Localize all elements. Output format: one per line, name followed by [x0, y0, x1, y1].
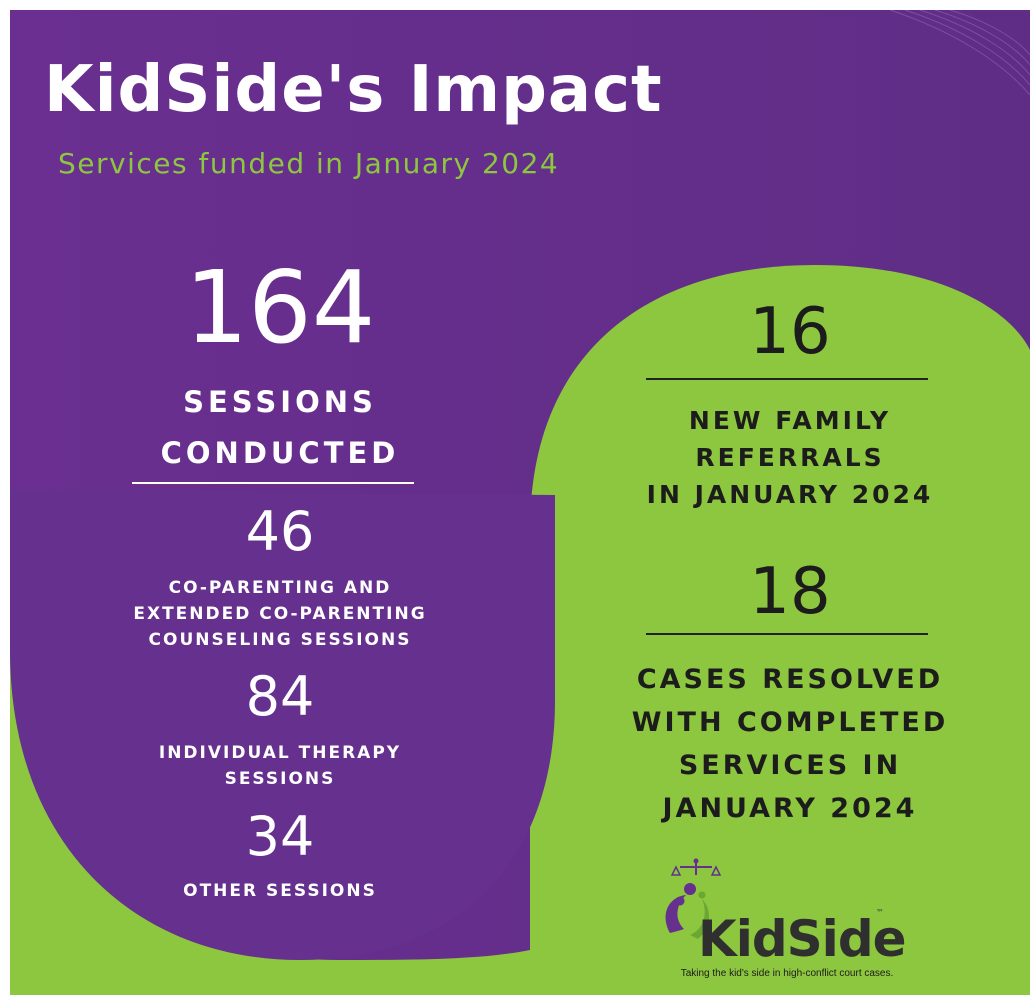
resolved-label-line3: SERVICES IN	[678, 750, 902, 781]
coparenting-label-line3: COUNSELING SESSIONS	[148, 630, 412, 650]
referrals-label-line1: NEW FAMILY	[688, 406, 892, 435]
green-arch-shape	[530, 265, 1030, 995]
resolved-label-line1: CASES RESOLVED	[636, 664, 944, 695]
divider-line	[132, 482, 414, 484]
individual-label-line2: SESSIONS	[224, 769, 336, 789]
scales-of-justice-family-icon	[665, 858, 722, 939]
individual-label-line1: INDIVIDUAL THERAPY	[158, 743, 402, 763]
resolved-label-line4: JANUARY 2024	[662, 793, 918, 824]
coparenting-label-line1: CO-PARENTING AND	[168, 578, 392, 598]
other-label: OTHER SESSIONS	[183, 881, 377, 901]
resolved-label-line2: WITH COMPLETED	[631, 707, 949, 738]
logo-wordmark: KidSide	[698, 910, 907, 968]
decorative-lines-icon	[889, 10, 1030, 96]
other-value: 34	[245, 805, 315, 868]
coparenting-label-line2: EXTENDED CO-PARENTING	[133, 604, 427, 624]
resolved-value: 18	[749, 555, 831, 629]
page-title: KidSide's Impact	[44, 53, 663, 127]
sessions-label-line1: SESSIONS	[183, 385, 377, 419]
purple-pill-shape	[10, 490, 555, 960]
resolved-divider	[646, 633, 928, 635]
green-corner-shape	[10, 530, 530, 995]
logo-tagline: Taking the kid's side in high-conflict c…	[680, 968, 894, 979]
page-subtitle: Services funded in January 2024	[58, 147, 560, 180]
referrals-label-line3: IN JANUARY 2024	[646, 480, 934, 509]
individual-value: 84	[245, 665, 315, 728]
referrals-label-line2: REFERRALS	[695, 443, 885, 472]
sessions-label-line2: CONDUCTED	[160, 436, 400, 470]
trademark-symbol: ™	[876, 908, 884, 917]
infographic-card: KidSide's Impact Services funded in Janu…	[10, 10, 1030, 995]
background-shapes	[10, 10, 1030, 995]
coparenting-value: 46	[245, 500, 315, 563]
referrals-value: 16	[749, 295, 831, 369]
referrals-divider	[646, 378, 928, 380]
sessions-total-value: 164	[184, 249, 376, 366]
